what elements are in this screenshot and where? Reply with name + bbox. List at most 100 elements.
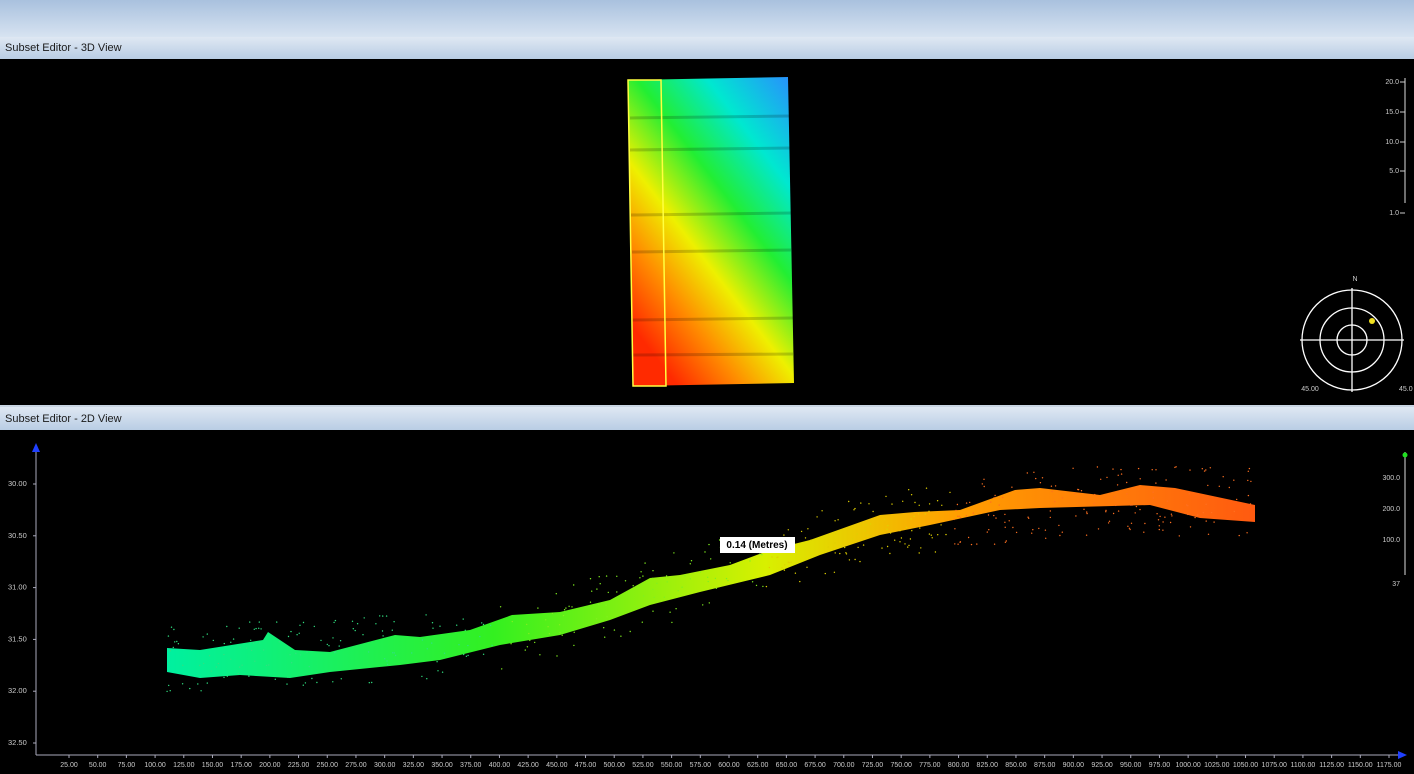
noise-point xyxy=(230,642,231,643)
noise-point xyxy=(652,589,653,590)
noise-point xyxy=(911,530,912,531)
noise-point xyxy=(1236,499,1237,500)
y-tick-label: 30.50 xyxy=(8,531,27,540)
x-tick-label: 200.00 xyxy=(259,762,281,769)
noise-point xyxy=(887,546,888,547)
noise-point xyxy=(908,545,909,546)
noise-point xyxy=(656,583,657,584)
x-tick-label: 450.00 xyxy=(546,762,568,769)
noise-point xyxy=(1206,520,1207,521)
noise-point xyxy=(306,651,307,652)
noise-point xyxy=(182,665,183,666)
noise-point xyxy=(1112,468,1113,469)
noise-point xyxy=(1239,535,1240,536)
noise-point xyxy=(341,678,342,679)
noise-point xyxy=(275,679,276,680)
noise-point xyxy=(1138,468,1139,469)
noise-point xyxy=(227,676,228,677)
noise-point xyxy=(911,494,912,495)
noise-point xyxy=(279,641,280,642)
noise-point xyxy=(436,661,437,662)
noise-point xyxy=(211,670,212,671)
noise-point xyxy=(715,578,716,579)
noise-point xyxy=(465,630,466,631)
noise-point xyxy=(562,635,563,636)
noise-point xyxy=(525,649,526,650)
noise-point xyxy=(849,559,850,560)
noise-point xyxy=(1249,468,1250,469)
y-tick-label: 30.00 xyxy=(8,479,27,488)
noise-point xyxy=(286,683,287,684)
noise-point xyxy=(1086,535,1087,536)
noise-point xyxy=(295,653,296,654)
noise-point xyxy=(690,578,691,579)
x-tick-label: 400.00 xyxy=(489,762,511,769)
noise-point xyxy=(1189,469,1190,470)
noise-point xyxy=(941,505,942,506)
noise-point xyxy=(500,606,501,607)
noise-point xyxy=(250,640,251,641)
noise-point xyxy=(1223,476,1224,477)
noise-point xyxy=(966,515,967,516)
noise-point xyxy=(1097,466,1098,467)
noise-point xyxy=(357,623,358,624)
x-tick-label: 1075.00 xyxy=(1262,762,1287,769)
noise-point xyxy=(844,547,845,548)
noise-point xyxy=(529,640,530,641)
noise-point xyxy=(1189,493,1190,494)
noise-point xyxy=(726,578,727,579)
noise-point xyxy=(949,492,950,493)
noise-point xyxy=(563,615,564,616)
noise-point xyxy=(290,631,291,632)
noise-point xyxy=(652,578,653,579)
noise-point xyxy=(254,661,255,662)
noise-point xyxy=(982,483,983,484)
noise-point xyxy=(678,590,679,591)
y-tick-label: 31.00 xyxy=(8,583,27,592)
noise-point xyxy=(1100,479,1101,480)
noise-point xyxy=(528,633,529,634)
noise-point xyxy=(239,666,240,667)
noise-point xyxy=(1179,535,1180,536)
noise-point xyxy=(1152,492,1153,493)
noise-point xyxy=(807,528,808,529)
noise-point xyxy=(1130,504,1131,505)
splitter[interactable] xyxy=(0,405,1414,407)
x-tick-label: 500.00 xyxy=(604,762,626,769)
noise-point xyxy=(1059,535,1060,536)
noise-point xyxy=(937,534,938,535)
x-tick-label: 1000.00 xyxy=(1175,762,1200,769)
noise-point xyxy=(783,534,784,535)
noise-point xyxy=(421,676,422,677)
noise-point xyxy=(691,560,692,561)
noise-point xyxy=(957,516,958,517)
noise-point xyxy=(590,578,591,579)
noise-point xyxy=(559,624,560,625)
noise-point xyxy=(1162,521,1163,522)
noise-point xyxy=(171,627,172,628)
noise-point xyxy=(467,645,468,646)
noise-point xyxy=(490,625,491,626)
noise-point xyxy=(437,670,438,671)
noise-point xyxy=(1171,515,1172,516)
noise-point xyxy=(248,676,249,677)
noise-point xyxy=(839,553,840,554)
x-tick-label: 300.00 xyxy=(374,762,396,769)
noise-point xyxy=(251,650,252,651)
panel-header xyxy=(0,37,1414,59)
noise-point xyxy=(1155,469,1156,470)
x-tick-label: 675.00 xyxy=(804,762,826,769)
noise-point xyxy=(545,619,546,620)
noise-point xyxy=(835,552,836,553)
noise-point xyxy=(806,567,807,568)
noise-point xyxy=(1164,517,1165,518)
noise-point xyxy=(166,691,167,692)
noise-point xyxy=(384,658,385,659)
y-tick-label: 32.00 xyxy=(8,686,27,695)
noise-point xyxy=(223,654,224,655)
noise-point xyxy=(771,556,772,557)
noise-point xyxy=(759,554,760,555)
noise-point xyxy=(1042,477,1043,478)
noise-point xyxy=(1144,523,1145,524)
noise-point xyxy=(664,597,665,598)
